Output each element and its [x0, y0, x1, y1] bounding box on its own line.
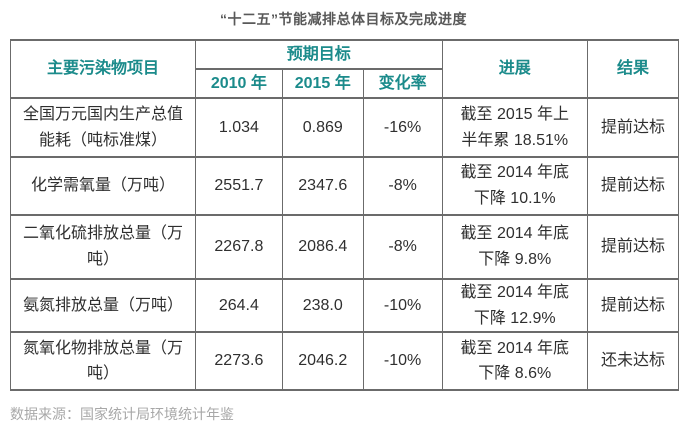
cell-result: 还未达标: [587, 331, 679, 392]
cell-change-rate: -8%: [362, 214, 443, 280]
table-row: 氮氧化物排放总量（万 吨） 2273.6 2046.2 -10% 截至 2014…: [10, 331, 679, 392]
column-header-change-rate: 变化率: [362, 68, 443, 99]
column-header-2015: 2015 年: [281, 68, 364, 99]
cell-2010-value: 1.034: [194, 97, 283, 158]
cell-2015-value: 2046.2: [281, 331, 364, 392]
cell-pollutant-name: 氨氮排放总量（万吨）: [10, 277, 196, 334]
cell-2015-value: 0.869: [281, 97, 364, 158]
cell-pollutant-name: 化学需氧量（万吨）: [10, 156, 196, 216]
cell-progress: 截至 2014 年底 下降 8.6%: [441, 331, 589, 392]
cell-result: 提前达标: [587, 277, 679, 334]
cell-2015-value: 2347.6: [281, 156, 364, 216]
table-row: 氨氮排放总量（万吨） 264.4 238.0 -10% 截至 2014 年底 下…: [10, 277, 679, 334]
cell-change-rate: -10%: [362, 277, 443, 334]
column-header-result: 结果: [587, 39, 679, 99]
cell-pollutant-name: 二氧化硫排放总量（万 吨）: [10, 214, 196, 280]
cell-2010-value: 2551.7: [194, 156, 283, 216]
cell-pollutant-name: 氮氧化物排放总量（万 吨）: [10, 331, 196, 392]
cell-result: 提前达标: [587, 97, 679, 158]
table-row: 二氧化硫排放总量（万 吨） 2267.8 2086.4 -8% 截至 2014 …: [10, 214, 679, 280]
cell-2010-value: 2267.8: [194, 214, 283, 280]
cell-progress: 截至 2014 年底 下降 9.8%: [441, 214, 589, 280]
cell-change-rate: -8%: [362, 156, 443, 216]
cell-progress: 截至 2015 年上 半年累 18.51%: [441, 97, 589, 158]
cell-2010-value: 264.4: [194, 277, 283, 334]
column-header-pollutant: 主要污染物项目: [10, 39, 196, 99]
cell-progress: 截至 2014 年底 下降 10.1%: [441, 156, 589, 216]
cell-progress: 截至 2014 年底 下降 12.9%: [441, 277, 589, 334]
emissions-targets-table: 主要污染物项目 预期目标 进展 结果 2010 年 2015 年 变化率 全国万…: [10, 39, 679, 392]
cell-2015-value: 2086.4: [281, 214, 364, 280]
cell-change-rate: -10%: [362, 331, 443, 392]
page-title: “十二五”节能减排总体目标及完成进度: [220, 11, 467, 27]
column-header-expected-targets: 预期目标: [194, 39, 443, 70]
data-source-caption: 数据来源：国家统计局环境统计年鉴: [10, 406, 234, 423]
cell-result: 提前达标: [587, 156, 679, 216]
cell-result: 提前达标: [587, 214, 679, 280]
cell-2010-value: 2273.6: [194, 331, 283, 392]
cell-change-rate: -16%: [362, 97, 443, 158]
column-header-progress: 进展: [441, 39, 589, 99]
table-row: 全国万元国内生产总值 能耗（吨标准煤） 1.034 0.869 -16% 截至 …: [10, 97, 679, 158]
table-row: 化学需氧量（万吨） 2551.7 2347.6 -8% 截至 2014 年底 下…: [10, 156, 679, 216]
cell-pollutant-name: 全国万元国内生产总值 能耗（吨标准煤）: [10, 97, 196, 158]
cell-2015-value: 238.0: [281, 277, 364, 334]
column-header-2010: 2010 年: [194, 68, 283, 99]
